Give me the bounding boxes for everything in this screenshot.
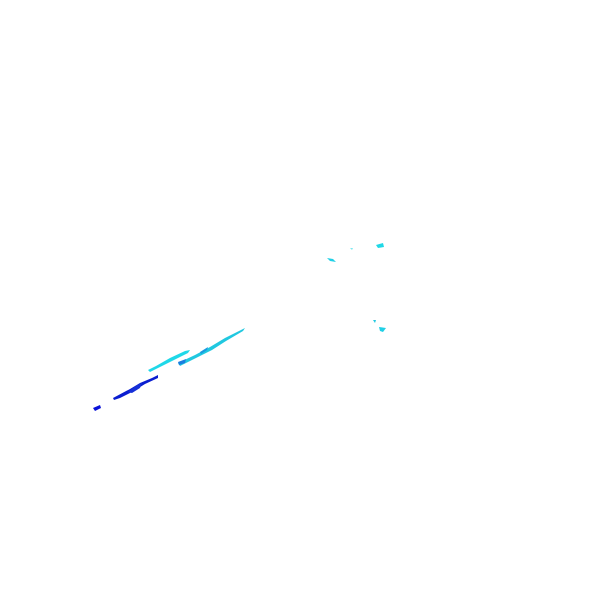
surface-fragment [327,258,336,262]
surface-fragment [178,328,245,366]
surface-fragment [93,405,101,411]
surface-fragment [373,320,376,323]
surface-fragment [379,327,386,332]
surface-fragment [376,243,384,248]
surface-fragment [350,248,353,250]
surface-fragment [128,383,142,393]
surface-fragment [200,347,208,354]
surface-fragment [148,350,190,372]
surface-fragment [178,359,186,365]
